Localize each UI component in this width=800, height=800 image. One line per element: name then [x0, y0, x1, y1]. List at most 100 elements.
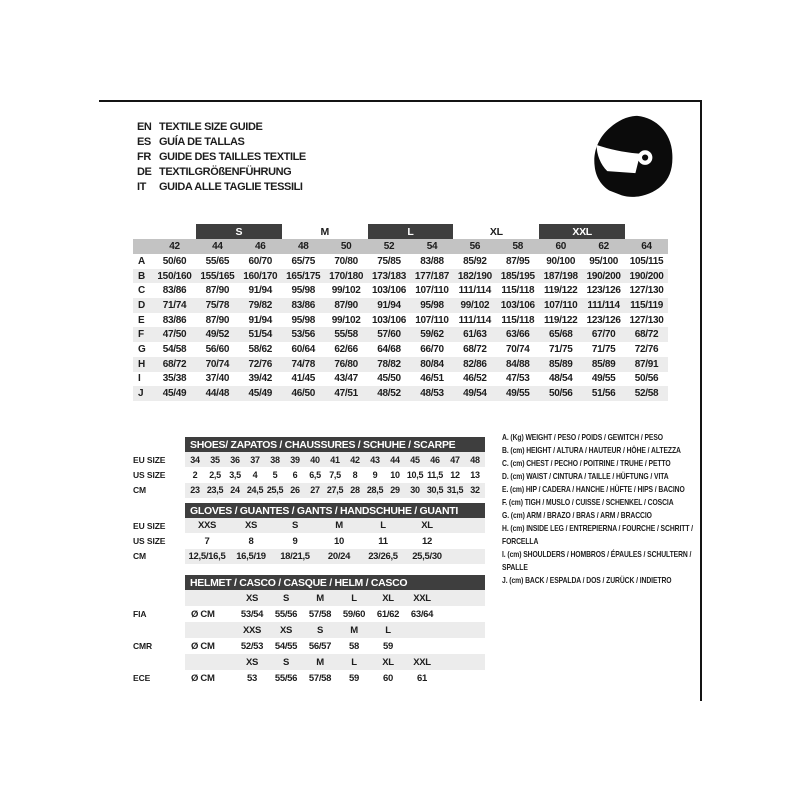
- size-cell: 41/45: [291, 373, 315, 385]
- language-list: EN TEXTILE SIZE GUIDE ES GUÍA DE TALLAS FR GU…: [137, 119, 306, 194]
- size-cell: 50/60: [162, 255, 187, 267]
- helmet-value-cell: 52/53: [240, 640, 264, 652]
- size-cell: 99/102: [460, 299, 490, 311]
- helmet-value-cell: 58: [349, 640, 359, 652]
- size-cell: 68/72: [162, 358, 187, 370]
- row-label: EU SIZE: [133, 454, 166, 465]
- size-cell: 45/49: [248, 388, 273, 400]
- size-cell: 103/106: [372, 285, 407, 297]
- size-cell: 127/130: [629, 285, 664, 297]
- frame-right-border: [700, 100, 702, 701]
- language-title: GUIDE DES TAILLES TEXTILE: [159, 150, 306, 163]
- size-cell: 95/100: [589, 255, 619, 267]
- size-cell: 177/187: [414, 270, 449, 282]
- size-value-cell: XXS: [197, 520, 217, 532]
- size-value-cell: 30: [410, 485, 420, 496]
- size-cell: 83/88: [420, 255, 444, 267]
- size-cell: 64/68: [377, 343, 401, 355]
- visor-pivot-inner: [642, 154, 649, 161]
- size-number-cell: 64: [641, 241, 652, 252]
- size-value-cell: 28: [350, 485, 360, 496]
- helmet-standard-label: CMR: [133, 641, 153, 651]
- helmet-standard-label: FIA: [133, 609, 147, 619]
- helmet-value-cell: 55/56: [274, 672, 298, 684]
- size-value-cell: 45: [410, 454, 420, 465]
- helmet-value-cell: 57/58: [308, 672, 332, 684]
- size-value-cell: 47: [450, 454, 460, 465]
- language-title: GUIDA ALLE TAGLIE TESSILI: [159, 180, 303, 193]
- size-cell: 63/66: [506, 329, 530, 341]
- helmet-size-cell: M: [350, 624, 358, 636]
- language-title: GUÍA DE TALLAS: [159, 135, 245, 148]
- size-cell: 60/64: [291, 343, 315, 355]
- size-number-cell: 42: [169, 241, 180, 252]
- row-label: [133, 590, 185, 606]
- unit-cell: Ø CM: [191, 672, 215, 684]
- language-row: DE TEXTILGRÖßENFÜHRUNG: [137, 164, 306, 179]
- size-value-cell: XL: [421, 520, 433, 532]
- size-value-cell: 10: [390, 470, 400, 481]
- size-cell: 85/89: [591, 358, 616, 370]
- row-band: XXS XS S M L: [185, 622, 485, 638]
- size-row-letter: E: [138, 314, 145, 326]
- row-band: 34 35 36 37 38 39 40 41 42 43 44 45 46 47 48: [185, 452, 485, 468]
- size-cell: 51/56: [591, 388, 616, 400]
- size-value-cell: M: [335, 520, 343, 532]
- size-cell: 75/78: [205, 299, 230, 311]
- size-cell: 87/90: [205, 285, 230, 297]
- size-cell: 83/86: [162, 314, 187, 326]
- size-value-cell: XS: [244, 520, 258, 532]
- size-cell: 95/98: [420, 299, 444, 311]
- size-cell: 54/58: [162, 343, 187, 355]
- size-cell: 91/94: [248, 314, 273, 326]
- row-band: 7 8 9 10 11 12: [185, 533, 485, 548]
- size-cell: 75/85: [377, 255, 401, 267]
- helmet-size-cell: XL: [382, 592, 394, 604]
- size-chart-row: US SIZE 2 2,5 3,5 4 5 6 6,5 7,5 8 9 10 10,5 11,5 12 13: [133, 467, 485, 482]
- helmet-visor: [596, 144, 641, 174]
- size-chart-row: US SIZE 7 8 9 10 11 12: [133, 533, 485, 548]
- size-cell: 107/110: [543, 299, 578, 311]
- language-row: IT GUIDA ALLE TAGLIE TESSILI: [137, 179, 306, 194]
- size-value-cell: 29: [390, 485, 400, 496]
- size-value-cell: 42: [350, 454, 360, 465]
- size-group-header: S M L XL XXL: [133, 224, 668, 239]
- size-value-cell: 10: [334, 535, 344, 547]
- shoes-rows: EU SIZE 34 35 36 37 38 39 40 41 42 43 44 45 46 47 48 US …: [133, 452, 485, 499]
- row-band: 2 2,5 3,5 4 5 6 6,5 7,5 8 9 10 10,5 11,5 12 13: [185, 467, 485, 482]
- size-value-cell: 16,5/19: [236, 550, 266, 562]
- size-cell: 53/56: [291, 329, 315, 341]
- size-row-letter: I: [138, 373, 141, 385]
- size-cell: 70/74: [205, 358, 230, 370]
- size-value-cell: 48: [470, 454, 480, 465]
- helmet-value-cell: 57/58: [308, 608, 332, 620]
- row-label: [133, 654, 185, 670]
- size-chart-row: EU SIZE 34 35 36 37 38 39 40 41 42 43 44 45 46 47 48: [133, 452, 485, 468]
- size-cell: 71/75: [591, 343, 616, 355]
- legend-item: A. (Kg) WEIGHT / PESO / POIDS / GEWITCH …: [502, 432, 663, 442]
- size-cell: 45/49: [162, 388, 187, 400]
- size-cell: 79/82: [248, 299, 273, 311]
- size-row-letter: D: [138, 299, 145, 311]
- size-cell: 87/90: [205, 314, 230, 326]
- size-cell: 90/100: [546, 255, 576, 267]
- size-cell: 65/68: [548, 329, 573, 341]
- helmet-size-cell: XXS: [242, 624, 262, 636]
- helmet-size-cell: XXL: [413, 592, 431, 604]
- size-group-label: M: [320, 225, 329, 238]
- size-cell: 150/160: [157, 270, 192, 282]
- helmet-size-cell: L: [351, 592, 357, 604]
- size-row: C 83/86 87/90 91/94 95/98 99/102 103/106 107/11…: [133, 283, 668, 298]
- helmet-value-cell: 61: [417, 672, 427, 684]
- row-label: CM: [133, 485, 147, 496]
- row-label: CM: [133, 551, 147, 562]
- size-cell: 44/48: [205, 388, 230, 400]
- helmet-values-row: CMR Ø CM 52/53 54/55 56/57 58 59: [133, 638, 485, 654]
- size-value-cell: 32: [470, 485, 480, 496]
- size-value-cell: 2,5: [209, 470, 221, 481]
- size-cell: 71/75: [548, 343, 573, 355]
- gloves-title: GLOVES / GUANTES / GANTS / HANDSCHUHE / …: [185, 503, 485, 518]
- size-value-cell: S: [291, 520, 299, 532]
- size-group-label: S: [195, 224, 282, 239]
- size-cell: 51/54: [248, 329, 273, 341]
